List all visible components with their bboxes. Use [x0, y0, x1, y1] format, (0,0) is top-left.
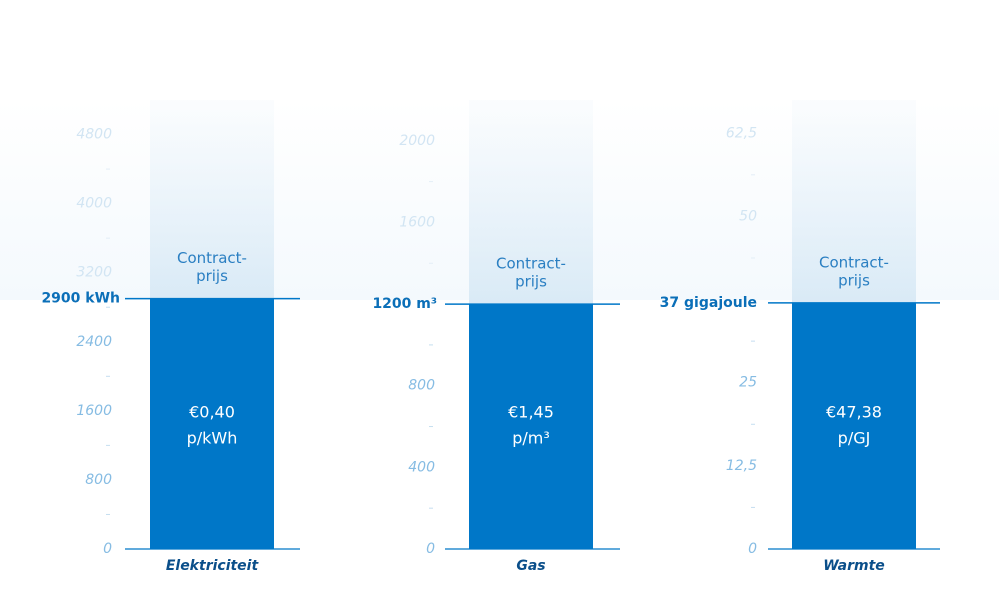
bar: [792, 302, 916, 549]
annotation: Contract-: [819, 253, 889, 271]
y-tick-label: 1600: [399, 214, 435, 230]
y-tick-label: 0: [748, 541, 757, 557]
y-tick-label: 0: [103, 541, 112, 557]
y-tick-label: 2000: [399, 133, 435, 149]
y-tick-label: 4000: [76, 196, 112, 212]
category-label: Elektriciteit: [166, 558, 260, 574]
category-label: Warmte: [823, 558, 885, 574]
y-tick-label: 800: [408, 378, 435, 394]
y-tick-label: 400: [408, 459, 435, 475]
y-tick-label: 62,5: [726, 125, 757, 141]
y-tick-label: 50: [739, 208, 757, 224]
contract-fade: [469, 100, 593, 305]
y-tick-label: 1600: [76, 403, 112, 419]
y-tick-label: 3200: [76, 265, 112, 281]
annotation: prijs: [515, 273, 547, 291]
price-label: p/m³: [512, 429, 550, 448]
price-label: €47,38: [826, 403, 882, 422]
bar: [469, 304, 593, 549]
y-tick-label: 4800: [76, 127, 112, 143]
y-tick-label: 2400: [76, 334, 112, 350]
price-label: p/kWh: [187, 429, 238, 448]
y-tick-label: 12,5: [726, 458, 757, 474]
annotation: Contract-: [496, 255, 566, 273]
y-tick-label: 25: [739, 375, 757, 391]
annotation: prijs: [838, 271, 870, 289]
y-tick-label: 0: [426, 541, 435, 557]
level-label: 1200 m³: [372, 296, 437, 312]
price-label: p/GJ: [838, 429, 871, 448]
y-tick-label: 800: [85, 472, 112, 488]
level-label: 2900 kWh: [41, 291, 120, 307]
contract-fade: [792, 100, 916, 303]
annotation: Contract-: [177, 249, 247, 267]
category-label: Gas: [516, 558, 545, 574]
price-label: €0,40: [189, 403, 235, 422]
contract-fade: [150, 100, 274, 299]
annotation: prijs: [196, 267, 228, 285]
level-label: 37 gigajoule: [660, 295, 757, 311]
price-label: €1,45: [508, 403, 554, 422]
bar: [150, 298, 274, 549]
